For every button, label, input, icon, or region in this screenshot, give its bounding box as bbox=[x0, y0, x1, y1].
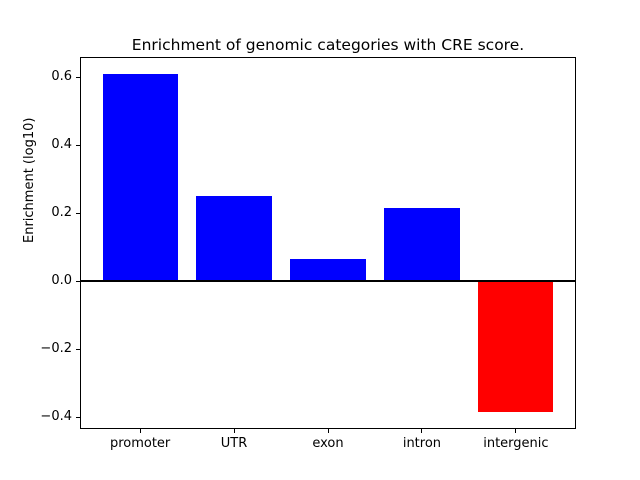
bar-intron bbox=[384, 208, 460, 282]
y-tick-label: −0.4 bbox=[40, 409, 72, 425]
x-tick-label-intron: intron bbox=[402, 436, 442, 451]
y-tick-mark bbox=[76, 144, 80, 146]
y-tick-label: −0.2 bbox=[40, 341, 72, 357]
x-tick-mark bbox=[515, 429, 517, 433]
y-tick-mark bbox=[76, 416, 80, 418]
zero-line bbox=[81, 280, 575, 283]
x-tick-label-exon: exon bbox=[312, 436, 344, 451]
bar-promoter bbox=[102, 73, 178, 282]
y-tick-mark bbox=[76, 280, 80, 282]
plot-area bbox=[80, 57, 576, 429]
y-tick-mark bbox=[76, 76, 80, 78]
y-tick-label: 0.0 bbox=[51, 273, 72, 289]
y-tick-mark bbox=[76, 348, 80, 350]
x-tick-mark bbox=[327, 429, 329, 433]
bar-exon bbox=[290, 259, 366, 282]
x-tick-label-intergenic: intergenic bbox=[483, 436, 549, 451]
x-tick-mark bbox=[233, 429, 235, 433]
y-tick-label: 0.4 bbox=[51, 137, 72, 153]
bar-intergenic bbox=[478, 281, 554, 412]
y-tick-mark bbox=[76, 212, 80, 214]
bar-UTR bbox=[196, 196, 272, 282]
chart-title: Enrichment of genomic categories with CR… bbox=[131, 36, 525, 54]
y-tick-label: 0.6 bbox=[51, 69, 72, 85]
y-tick-label: 0.2 bbox=[51, 205, 72, 221]
x-tick-mark bbox=[421, 429, 423, 433]
x-tick-mark bbox=[139, 429, 141, 433]
x-tick-label-UTR: UTR bbox=[220, 436, 248, 451]
x-tick-label-promoter: promoter bbox=[109, 436, 171, 451]
